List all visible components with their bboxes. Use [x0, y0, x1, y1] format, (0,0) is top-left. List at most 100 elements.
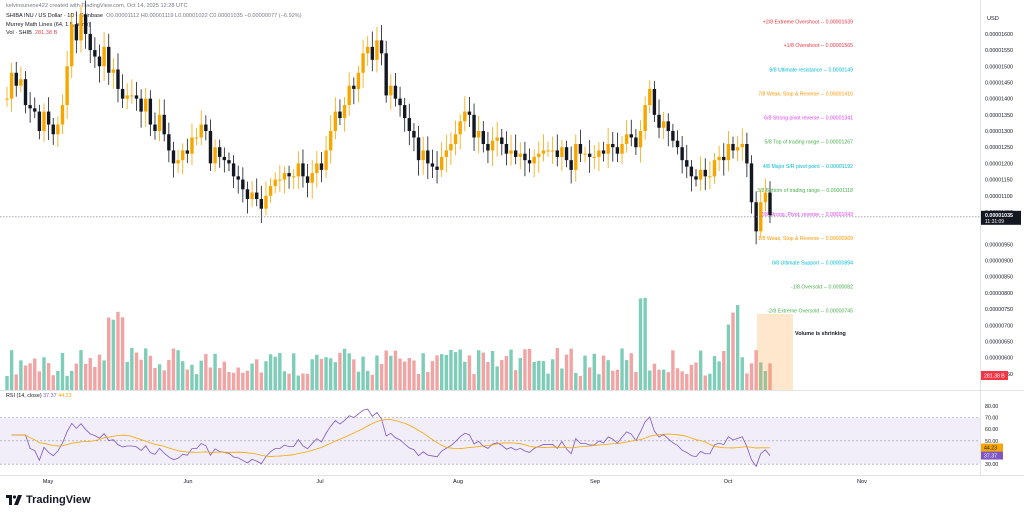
candle-body	[453, 134, 458, 144]
candle-body	[328, 131, 333, 151]
volume-bar	[564, 354, 569, 390]
candle-body	[402, 105, 407, 119]
candle-body	[245, 189, 250, 199]
candle-body	[9, 72, 14, 99]
volume-bar	[518, 358, 522, 390]
candle-body	[268, 186, 273, 196]
rsi-tick-label: 50.00	[985, 439, 998, 445]
volume-tag-value: 281.38 B	[984, 374, 1005, 380]
candle-body	[88, 33, 92, 51]
volume-bar	[315, 354, 319, 390]
candle-body	[634, 137, 638, 148]
indicator-label[interactable]: Murrey Math Lines (64, 1.5, none)	[6, 22, 91, 28]
candle-body	[28, 105, 32, 109]
volume-bar	[601, 355, 606, 390]
volume-bar	[347, 353, 351, 390]
rsi-legend[interactable]: RSI (14, close) 37.37 44.23	[6, 393, 72, 399]
volume-bar	[51, 375, 55, 390]
y-tick-label: 0.00000900	[985, 259, 1013, 265]
volume-bar	[435, 355, 439, 390]
y-tick-label: 0.00001300	[985, 129, 1013, 135]
candle-body	[541, 150, 546, 154]
candle-body	[476, 131, 481, 138]
candle-body	[574, 143, 578, 170]
volume-bar	[444, 354, 449, 390]
candle-body	[236, 176, 240, 180]
candle-body	[430, 163, 435, 167]
last-price-countdown: 11:31:09	[985, 219, 1004, 225]
tradingview-logo[interactable]: TradingView	[6, 494, 91, 506]
rsi-line	[11, 408, 771, 468]
candle-body	[218, 147, 222, 157]
candle-body	[768, 192, 772, 216]
volume-bar	[116, 311, 120, 390]
volume-bar	[569, 348, 573, 390]
volume-bar	[467, 355, 472, 390]
rsi-ma-tag	[981, 443, 1003, 452]
volume-bar	[310, 359, 314, 390]
murrey-line-label: 3/8 Bottom of trading range -- 0.0000111…	[757, 188, 853, 194]
candle-body	[657, 114, 661, 128]
volume-bar	[292, 353, 296, 390]
candle-body	[153, 124, 157, 132]
candle-body	[620, 143, 624, 154]
volume-bar	[717, 361, 721, 390]
volume-bar	[342, 348, 347, 390]
candle-body	[301, 163, 305, 177]
y-tick-label: 0.00001600	[985, 32, 1013, 38]
candle-body	[416, 137, 421, 161]
volume-bar	[666, 372, 670, 390]
price-panel: +2/8 Extreme Overshoot -- 0.00001639 +1/8…	[0, 0, 980, 315]
volume-bar	[527, 348, 532, 390]
volume-bar	[167, 359, 171, 390]
volume-bar	[402, 361, 407, 390]
volume-bar	[384, 350, 388, 390]
rsi-tick-label: 60.00	[985, 427, 998, 433]
candle-body	[472, 114, 476, 138]
murrey-line-label: 7/8 Weak, Stop & Reverse -- 0.00001416	[758, 91, 853, 97]
volume-annotation: Volume is shrinking	[795, 331, 846, 337]
candle-body	[648, 88, 652, 106]
candle-body	[379, 40, 384, 54]
candle-body	[213, 147, 217, 164]
volume-legend[interactable]: Vol · SHIB 281.38 B	[6, 30, 57, 36]
candle-body	[42, 111, 46, 132]
symbol-title[interactable]: SHIBA INU / US Dollar · 1D · Coinbase	[6, 13, 103, 19]
candle-body	[486, 143, 490, 151]
volume-bar	[333, 362, 338, 390]
volume-bar	[176, 350, 180, 390]
volume-bar	[648, 370, 652, 390]
candle-body	[139, 98, 143, 112]
candle-body	[652, 88, 657, 115]
volume-bar	[412, 360, 416, 390]
volume-bar	[102, 360, 106, 390]
chart-author: kelvinsunene422 created with TradingView…	[6, 3, 188, 9]
murrey-line-label: +1/8 Overshoot -- 0.00001565	[784, 43, 853, 49]
candle-body	[513, 150, 518, 157]
candle-body	[144, 98, 148, 112]
candle-body	[726, 143, 731, 161]
volume-bar	[574, 373, 578, 390]
volume-bar	[426, 372, 430, 390]
candle-body	[560, 147, 564, 157]
candle-body	[305, 176, 310, 183]
volume-bar	[509, 349, 513, 390]
candle-body	[532, 156, 536, 164]
volume-bar	[139, 359, 143, 390]
volume-bar	[490, 350, 495, 390]
candle-body	[587, 153, 592, 157]
volume-bar	[42, 357, 46, 390]
candle-body	[97, 56, 102, 67]
volume-bar	[768, 363, 772, 390]
volume-bar	[60, 353, 65, 390]
candle-body	[315, 163, 319, 174]
rsi-tag-value: 37.37	[984, 454, 997, 460]
rsi-legend-label: RSI (14, close)	[6, 393, 42, 399]
volume-bar	[398, 358, 402, 390]
candle-body	[255, 192, 259, 199]
volume-bar	[14, 374, 18, 390]
candle-body	[555, 150, 559, 157]
volume-bar	[370, 374, 375, 390]
volume-bar	[171, 348, 176, 390]
